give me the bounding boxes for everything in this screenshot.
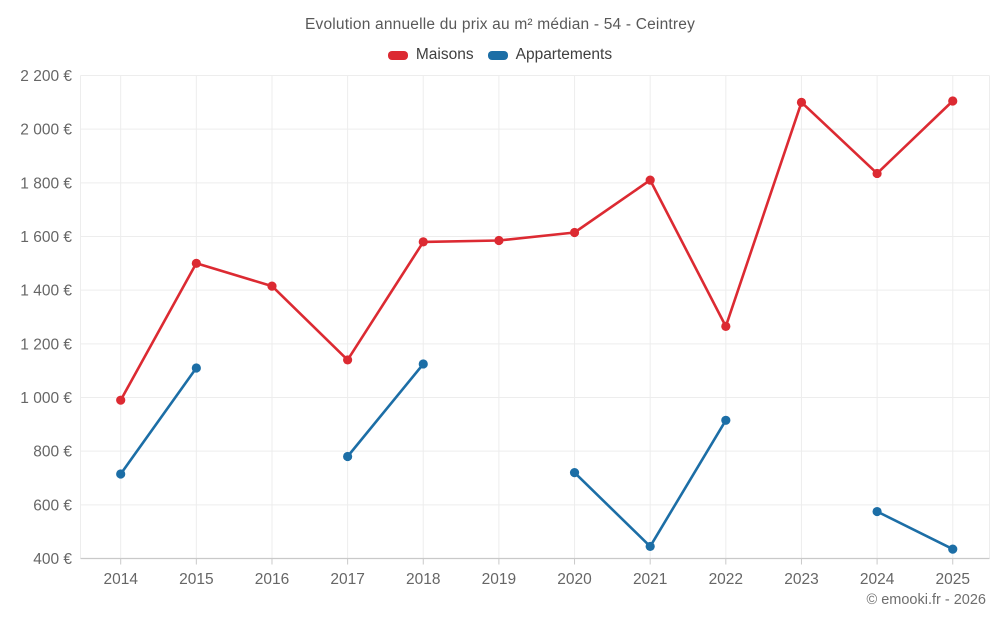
x-axis-year-label: 2020	[557, 571, 592, 588]
series-line-maisons	[119, 100, 954, 401]
data-point-maisons-2022[interactable]	[721, 321, 731, 331]
data-point-maisons-2018[interactable]	[418, 237, 428, 247]
data-point-appartements-2022[interactable]	[721, 415, 731, 425]
series-line-appartements	[119, 363, 954, 551]
legend-item-appartements[interactable]: Appartements	[487, 46, 613, 64]
y-axis-tick-label: 1 600 €	[20, 229, 72, 246]
legend-item-maisons[interactable]: Maisons	[387, 46, 474, 64]
data-point-maisons-2025[interactable]	[948, 96, 958, 106]
legend-label-maisons: Maisons	[415, 46, 474, 63]
data-point-appartements-2014[interactable]	[116, 469, 126, 479]
y-axis-tick-label: 1 400 €	[20, 283, 72, 300]
copyright-credit: © emooki.fr - 2026	[866, 592, 986, 608]
chart-title: Evolution annuelle du prix au m² médian …	[304, 16, 696, 33]
x-axis-year-label: 2023	[784, 571, 818, 588]
x-axis-year-label: 2015	[179, 571, 213, 588]
x-axis-year-label: 2024	[860, 571, 895, 588]
data-point-appartements-2018[interactable]	[418, 359, 428, 369]
chart-legend: Maisons Appartements	[0, 46, 1000, 64]
y-axis-tick-label: 800 €	[33, 444, 72, 461]
appartements-series-swatch-icon	[487, 50, 508, 60]
maisons-series-swatch-icon	[387, 50, 408, 60]
y-axis-tick-label: 1 200 €	[20, 336, 72, 353]
x-axis-year-label: 2014	[103, 571, 138, 588]
data-point-appartements-2017[interactable]	[343, 451, 353, 462]
legend-label-appartements: Appartements	[515, 46, 613, 63]
data-point-appartements-2025[interactable]	[948, 544, 958, 554]
data-point-maisons-2020[interactable]	[569, 227, 580, 238]
data-point-maisons-2024[interactable]	[872, 168, 882, 179]
y-axis-tick-label: 1 000 €	[20, 390, 72, 407]
y-axis-tick-label: 400 €	[33, 551, 72, 568]
x-axis-year-label: 2025	[935, 571, 969, 588]
data-point-maisons-2019[interactable]	[494, 235, 504, 246]
data-point-maisons-2023[interactable]	[796, 97, 807, 107]
x-axis-year-label: 2022	[709, 571, 743, 588]
data-point-appartements-2021[interactable]	[645, 541, 655, 552]
data-point-maisons-2017[interactable]	[343, 355, 353, 365]
data-point-appartements-2024[interactable]	[872, 506, 882, 517]
data-point-maisons-2015[interactable]	[191, 258, 201, 268]
x-axis-year-label: 2021	[633, 571, 667, 588]
data-point-appartements-2020[interactable]	[569, 468, 580, 478]
y-axis-tick-label: 2 200 €	[20, 68, 72, 85]
data-point-maisons-2021[interactable]	[645, 175, 655, 185]
x-axis-year-label: 2019	[482, 571, 516, 588]
y-axis-tick-label: 600 €	[33, 497, 72, 514]
data-point-appartements-2015[interactable]	[191, 363, 201, 373]
y-axis-tick-label: 1 800 €	[20, 175, 72, 192]
x-axis-year-label: 2018	[406, 571, 440, 588]
y-axis-tick-label: 2 000 €	[20, 122, 72, 139]
data-point-maisons-2016[interactable]	[267, 281, 277, 291]
x-axis-year-label: 2016	[255, 571, 289, 588]
data-point-maisons-2014[interactable]	[116, 395, 126, 405]
x-axis-year-label: 2017	[330, 571, 364, 588]
